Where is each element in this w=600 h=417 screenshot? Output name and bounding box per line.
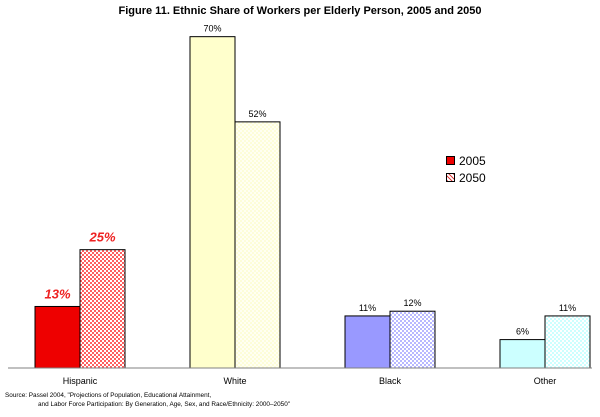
chart-title: Figure 11. Ethnic Share of Workers per E… xyxy=(118,5,482,17)
source-line-1: Source: Passel 2004, "Projections of Pop… xyxy=(5,392,212,399)
bar-other-2005 xyxy=(499,339,546,369)
category-label-other: Other xyxy=(534,376,557,386)
bar-hispanic-2050 xyxy=(79,249,126,369)
category-label-white: White xyxy=(223,376,246,386)
bar-other-2050 xyxy=(544,315,591,369)
legend-label-2050: 2050 xyxy=(459,170,486,185)
data-label-white-2050: 52% xyxy=(248,109,266,119)
source-line-2: and Labor Force Participation: By Genera… xyxy=(38,400,291,408)
bar-black-2005 xyxy=(344,315,391,369)
bar-hispanic-2005 xyxy=(34,305,81,369)
bar-white-2005 xyxy=(189,36,236,369)
legend: 2005 2050 xyxy=(446,152,486,186)
data-label-white-2005: 70% xyxy=(203,24,221,34)
bar-black-2050 xyxy=(389,310,436,369)
data-label-hispanic-2050: 25% xyxy=(88,230,115,245)
legend-item-2005: 2005 xyxy=(446,152,486,169)
legend-swatch-2005 xyxy=(446,156,455,165)
data-label-black-2050: 12% xyxy=(403,298,421,308)
data-label-hispanic-2005: 13% xyxy=(44,286,70,301)
data-label-black-2005: 11% xyxy=(359,303,376,313)
data-label-other-2050: 11% xyxy=(559,303,576,313)
bar-white-2050 xyxy=(234,121,281,369)
legend-label-2005: 2005 xyxy=(459,153,486,168)
data-label-other-2005: 6% xyxy=(516,327,529,337)
category-label-hispanic: Hispanic xyxy=(63,376,98,386)
category-label-black: Black xyxy=(379,376,402,386)
legend-swatch-2050 xyxy=(446,173,455,182)
legend-item-2050: 2050 xyxy=(446,169,486,186)
source-note: Source: Passel 2004, "Projections of Pop… xyxy=(5,392,290,409)
